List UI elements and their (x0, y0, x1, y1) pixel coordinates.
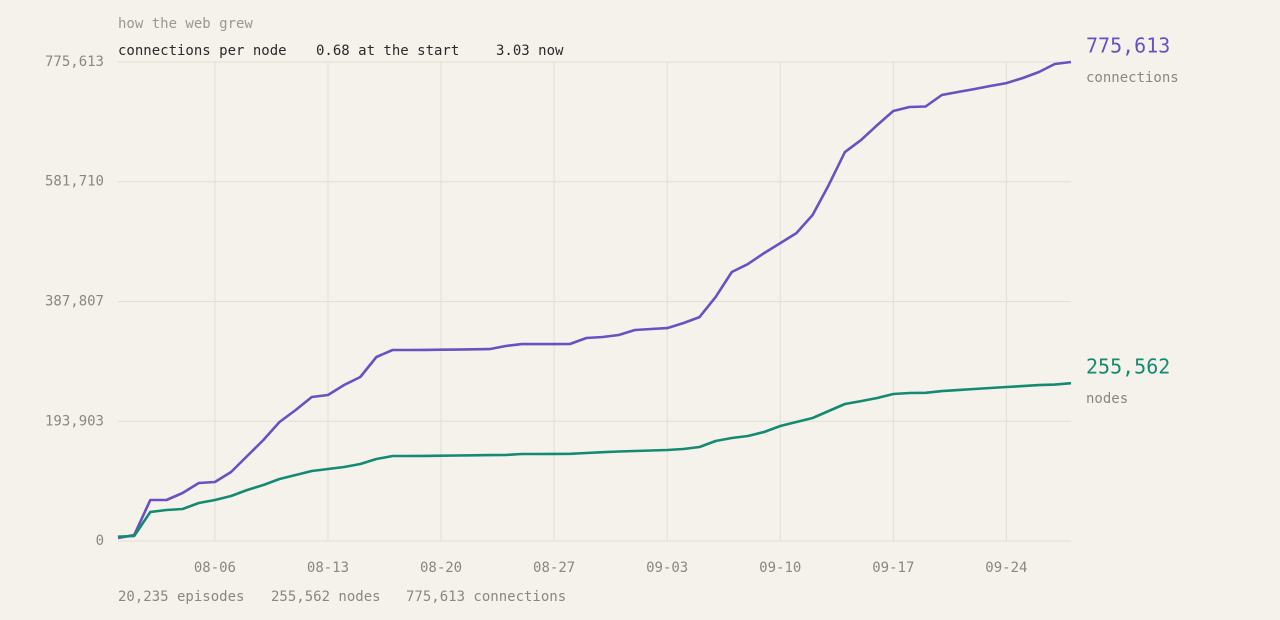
footer-stat: 255,562 nodes (271, 589, 381, 605)
x-tick-label: 09-17 (872, 560, 914, 576)
y-tick-label: 193,903 (45, 413, 104, 429)
footer-stat: 775,613 connections (406, 589, 566, 605)
end-series-name: nodes (1086, 391, 1128, 407)
series-line (117, 60, 1072, 540)
x-tick-label: 09-24 (985, 560, 1027, 576)
x-tick-label: 08-20 (420, 560, 462, 576)
chart-title: how the web grew (118, 16, 253, 32)
end-value-label: 775,613 (1086, 34, 1170, 58)
y-tick-label: 0 (96, 533, 104, 549)
x-tick-label: 08-13 (307, 560, 349, 576)
x-tick-label: 09-03 (646, 560, 688, 576)
y-tick-label: 387,807 (45, 293, 104, 309)
footer-stat: 20,235 episodes (118, 589, 244, 605)
x-tick-label: 08-27 (533, 560, 575, 576)
subtitle-now: 3.03 now (496, 43, 564, 59)
subtitle-start: 0.68 at the start (316, 43, 459, 59)
y-tick-label: 581,710 (45, 174, 104, 190)
y-tick-label: 775,613 (45, 54, 104, 70)
subtitle: connections per node (118, 43, 287, 59)
x-tick-label: 09-10 (759, 560, 801, 576)
end-series-name: connections (1086, 70, 1179, 86)
x-tick-label: 08-06 (194, 560, 236, 576)
end-value-label: 255,562 (1086, 355, 1170, 379)
series-line (117, 381, 1072, 538)
